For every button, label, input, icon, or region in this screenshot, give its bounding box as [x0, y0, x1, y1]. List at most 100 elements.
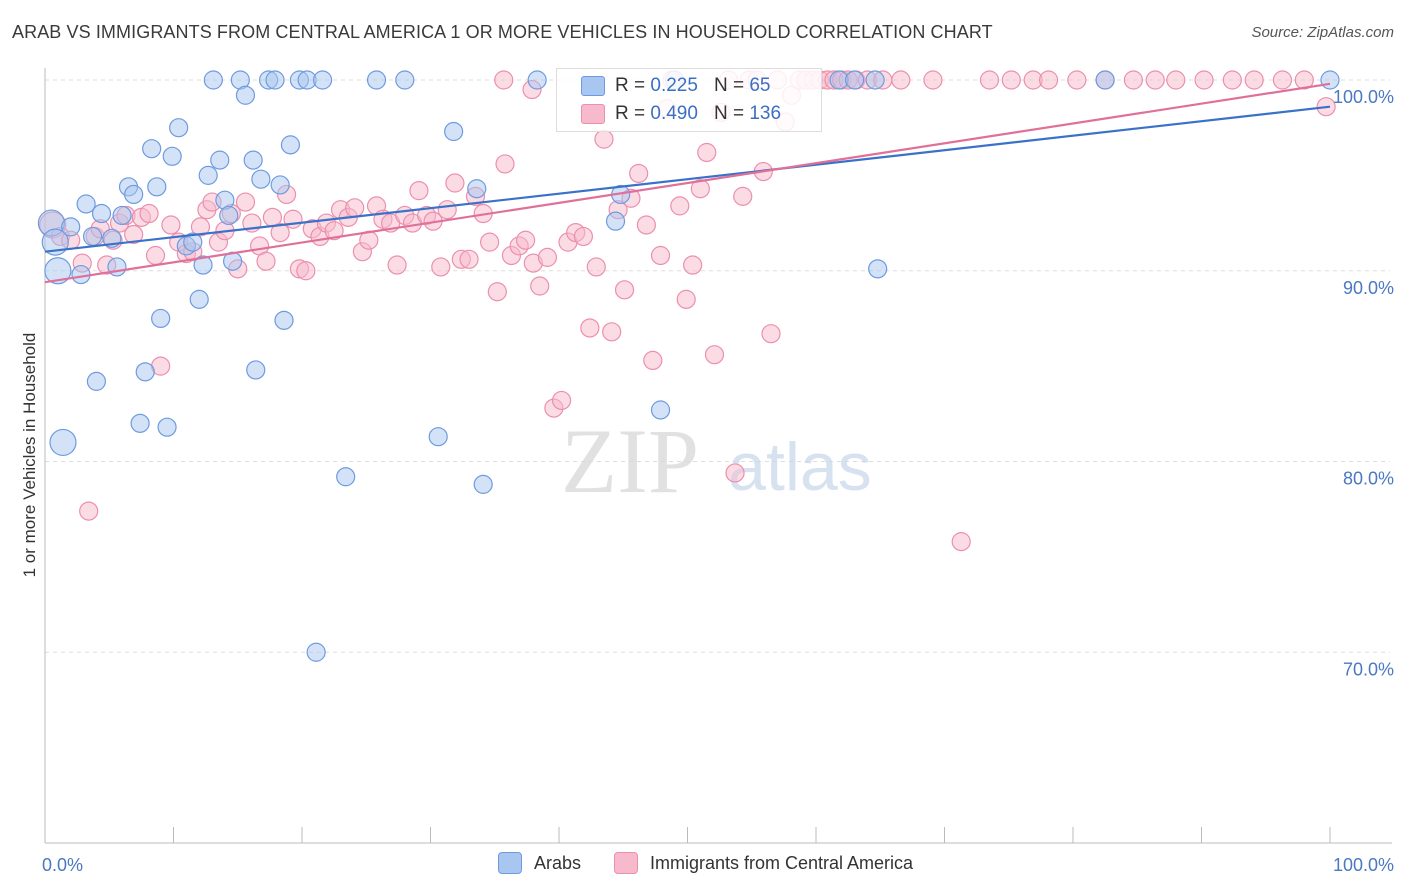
watermark-zip: ZIP — [561, 410, 699, 512]
arabs-point — [650, 400, 671, 420]
arabs-point — [112, 205, 132, 226]
arabs-point — [265, 70, 285, 90]
immigrants-point — [979, 70, 1000, 90]
immigrants-point — [1145, 70, 1165, 90]
legend-n-value: 136 — [749, 103, 782, 124]
chart-title: ARAB VS IMMIGRANTS FROM CENTRAL AMERICA … — [12, 22, 993, 42]
arabs-point — [203, 70, 223, 90]
trend-lines — [44, 82, 1331, 284]
arabs-point — [44, 257, 72, 285]
arabs-point — [151, 308, 171, 329]
y-axis-title: 1 or more Vehicles in Household — [20, 332, 39, 578]
arabs-point — [49, 428, 77, 457]
immigrants-point — [697, 142, 717, 163]
immigrants-point — [487, 282, 507, 302]
immigrants-point — [409, 181, 429, 201]
arabs-point — [336, 467, 356, 487]
immigrants-point — [629, 163, 649, 184]
legend-swatch-immigrants — [614, 852, 638, 874]
immigrants-point — [683, 255, 703, 275]
series-immigrants-points — [39, 70, 1336, 552]
immigrants-point — [345, 198, 365, 218]
immigrants-point — [324, 221, 344, 241]
x-tick-label: 100.0% — [1333, 855, 1394, 875]
arabs-point — [183, 232, 203, 252]
arabs-point — [844, 70, 865, 90]
immigrants-point — [1001, 70, 1021, 90]
arabs-point — [147, 177, 167, 197]
immigrants-point — [1123, 70, 1143, 90]
immigrants-point — [602, 322, 622, 342]
y-tick-label: 80.0% — [1343, 469, 1394, 489]
arabs-point — [444, 121, 464, 142]
watermark: ZIP atlas — [561, 410, 872, 512]
arabs-point — [142, 139, 162, 159]
source-credit: Source: ZipAtlas.com — [1251, 24, 1394, 41]
immigrants-point — [1222, 70, 1242, 90]
immigrants-point — [283, 209, 303, 229]
arabs-point — [41, 228, 69, 256]
legend-r-value: 0.225 — [650, 75, 698, 96]
series-arabs-points — [37, 70, 1340, 662]
legend-item-arabs[interactable]: Arabs — [498, 852, 581, 874]
legend-label-immigrants: Immigrants from Central America — [650, 852, 914, 873]
immigrants-point — [676, 289, 696, 309]
arabs-point — [366, 70, 387, 90]
immigrants-point — [1272, 70, 1293, 90]
immigrants-point — [614, 280, 635, 300]
arabs-point — [243, 150, 263, 170]
arabs-point — [91, 203, 112, 224]
immigrants-point — [387, 255, 407, 275]
immigrants-point — [445, 173, 465, 193]
arabs-point — [280, 135, 301, 155]
arabs-point — [219, 205, 239, 226]
arabs-point — [235, 85, 256, 105]
arabs-point — [107, 257, 127, 277]
immigrants-point — [270, 223, 290, 243]
immigrants-point — [1038, 70, 1059, 90]
immigrants-point — [551, 390, 572, 411]
y-tick-label: 70.0% — [1343, 659, 1394, 679]
immigrants-point — [690, 179, 710, 199]
legend-r-value: 0.490 — [650, 103, 698, 124]
immigrants-point — [761, 324, 781, 344]
arabs-point — [306, 642, 326, 662]
immigrants-trend-line — [44, 82, 1331, 284]
y-tick-label: 100.0% — [1333, 87, 1394, 107]
legend-swatch-arabs — [498, 852, 522, 874]
immigrants-point — [643, 350, 663, 371]
immigrants-point — [951, 532, 971, 552]
immigrants-point — [515, 230, 536, 250]
arabs-point — [868, 259, 888, 279]
legend-swatch-immigrants — [581, 104, 605, 124]
legend-row-immigrants: R = 0.490 N = 136 — [557, 101, 781, 127]
legend-r-label: R = — [615, 103, 646, 124]
legend-r-label: R = — [615, 75, 646, 96]
legend-swatch-arabs — [581, 76, 605, 96]
arabs-trend-line — [44, 105, 1331, 253]
arabs-point — [467, 179, 487, 199]
arabs-point — [135, 362, 155, 382]
arabs-point — [312, 70, 333, 90]
immigrants-point — [494, 70, 514, 90]
watermark-atlas: atlas — [728, 429, 872, 505]
immigrants-point — [594, 129, 614, 149]
arabs-point — [61, 217, 81, 237]
immigrants-point — [296, 261, 316, 281]
axes — [44, 68, 1392, 844]
arabs-point — [865, 70, 885, 90]
immigrants-point — [431, 257, 451, 277]
legend-n-label: N = — [713, 103, 745, 124]
immigrants-point — [124, 224, 144, 245]
immigrants-point — [704, 345, 725, 365]
immigrants-point — [1244, 70, 1264, 90]
arabs-point — [82, 226, 103, 247]
immigrants-point — [580, 318, 600, 338]
immigrants-point — [733, 186, 753, 206]
legend-item-immigrants[interactable]: Immigrants from Central America — [614, 852, 913, 874]
arabs-point — [86, 371, 107, 391]
immigrants-point — [1166, 70, 1186, 90]
legend-label-arabs: Arabs — [534, 852, 582, 873]
immigrants-point — [459, 249, 479, 269]
